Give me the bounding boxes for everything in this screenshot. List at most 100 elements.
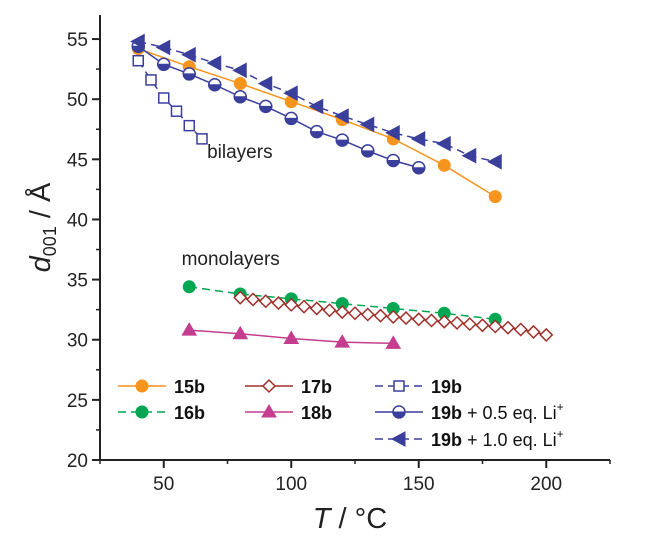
series-2-point: [500, 320, 516, 335]
legend-marker: [392, 405, 406, 419]
series-5-point: [335, 133, 349, 147]
series-2-point: [233, 290, 248, 305]
x-axis-title-rest: / °C: [331, 503, 388, 535]
series-3-point: [283, 330, 300, 345]
legend-label-sup: +: [557, 400, 564, 414]
y-tick-label: 40: [67, 210, 88, 231]
legend-label-bold: 19b: [431, 377, 462, 397]
annotations: bilayers monolayers: [182, 142, 280, 270]
legend-marker: [135, 405, 149, 419]
y-tick-label: 50: [67, 90, 88, 111]
series-2-point: [373, 308, 388, 323]
y-tick-label: 55: [67, 30, 88, 51]
series-6-point: [385, 125, 400, 141]
series-4-point: [132, 54, 144, 67]
x-tick-label: 100: [275, 474, 307, 495]
legend-marker: [261, 404, 277, 418]
series-layer: [130, 33, 554, 349]
y-tick-label: 45: [67, 150, 88, 171]
y-tick-label: 30: [67, 331, 88, 352]
series-2-point: [424, 313, 439, 328]
series-6-point: [206, 55, 222, 71]
series-2-point: [296, 299, 312, 314]
annotation-label: bilayers: [207, 142, 272, 163]
series-3-point: [334, 334, 351, 348]
legend-marker: [390, 431, 406, 447]
series-2-point: [411, 312, 426, 327]
series-5: [131, 39, 426, 175]
legend-label: 19b: [431, 377, 462, 397]
tick-marks: [92, 38, 611, 468]
series-2-point: [245, 292, 261, 307]
tick-labels: 20 25 30 35 40 45 50 55 50 100 150 200: [67, 30, 562, 495]
series-2-point: [398, 311, 414, 326]
legend-label: 19b + 0.5 eq. Li+: [431, 400, 564, 423]
series-6-point: [487, 153, 502, 170]
series-2-point: [322, 303, 337, 318]
legend-label: 17b: [301, 377, 332, 397]
series-5-point: [284, 111, 298, 126]
series-2-point: [513, 322, 528, 337]
series-6-point: [283, 85, 298, 102]
series-0-point: [488, 190, 502, 204]
series-2-point: [271, 295, 286, 311]
x-tick-label: 50: [153, 474, 174, 495]
series-6-point: [308, 98, 324, 115]
series-4-point: [170, 105, 183, 117]
series-2-point: [539, 327, 554, 342]
legend-marker: [135, 379, 149, 393]
legend-entry: 15b: [118, 377, 205, 397]
legend-label: 18b: [301, 403, 332, 423]
series-5-point: [310, 124, 324, 139]
series-6: [130, 33, 502, 170]
legend-entry: 19b + 1.0 eq. Li+: [375, 427, 564, 450]
legend-label-sup: +: [557, 427, 564, 441]
series-3: [181, 322, 402, 349]
y-tick-label: 25: [67, 391, 88, 412]
series-5-point: [386, 153, 400, 168]
legend-label-rest: + 0.5 eq. Li: [462, 403, 557, 423]
series-2-point: [309, 301, 324, 316]
series-2-point: [335, 305, 350, 320]
legend-label-rest: + 1.0 eq. Li: [462, 430, 557, 450]
series-2-point: [258, 294, 273, 309]
series-6-point: [359, 116, 375, 133]
series-4-point: [145, 74, 157, 86]
series-5-point: [233, 90, 247, 104]
y-axis-title-italic: d: [25, 255, 57, 272]
series-5-point: [208, 78, 222, 92]
series-4-point: [196, 133, 208, 145]
y-axis-title: d001 / Å: [24, 182, 60, 272]
series-0-point: [437, 158, 451, 172]
series-4-point: [183, 119, 195, 132]
series-2-point: [526, 324, 541, 339]
x-axis-title-italic: T: [313, 503, 333, 535]
series-5-point: [157, 57, 171, 72]
y-tick-label: 35: [67, 271, 88, 292]
x-axis-title: T / °C: [313, 503, 387, 535]
series-6-point: [334, 108, 349, 124]
legend-label: 19b + 1.0 eq. Li+: [431, 427, 564, 450]
series-2-point: [360, 307, 375, 322]
series-2-point: [449, 315, 465, 330]
y-axis-title-rest: / Å: [24, 182, 57, 226]
y-axis-title-sub: 001: [40, 226, 60, 256]
series-6-point: [181, 46, 196, 63]
series-6-point: [410, 131, 426, 147]
legend-label-bold: 16b: [174, 403, 205, 423]
series-6-point: [257, 75, 273, 92]
series-2-point: [386, 309, 401, 324]
series-6-point: [130, 33, 145, 50]
legend-marker: [261, 378, 277, 394]
series-2-point: [475, 318, 490, 333]
legend-label: 15b: [174, 377, 205, 397]
legend-entry: 19b + 0.5 eq. Li+: [375, 400, 564, 423]
legend-label-bold: 17b: [301, 377, 332, 397]
series-2-point: [462, 317, 477, 332]
y-tick-label: 20: [67, 451, 88, 472]
x-tick-label: 150: [403, 474, 435, 495]
series-6-point: [436, 135, 451, 152]
series-3-point: [232, 325, 249, 340]
legend-entry: 17b: [245, 377, 332, 397]
